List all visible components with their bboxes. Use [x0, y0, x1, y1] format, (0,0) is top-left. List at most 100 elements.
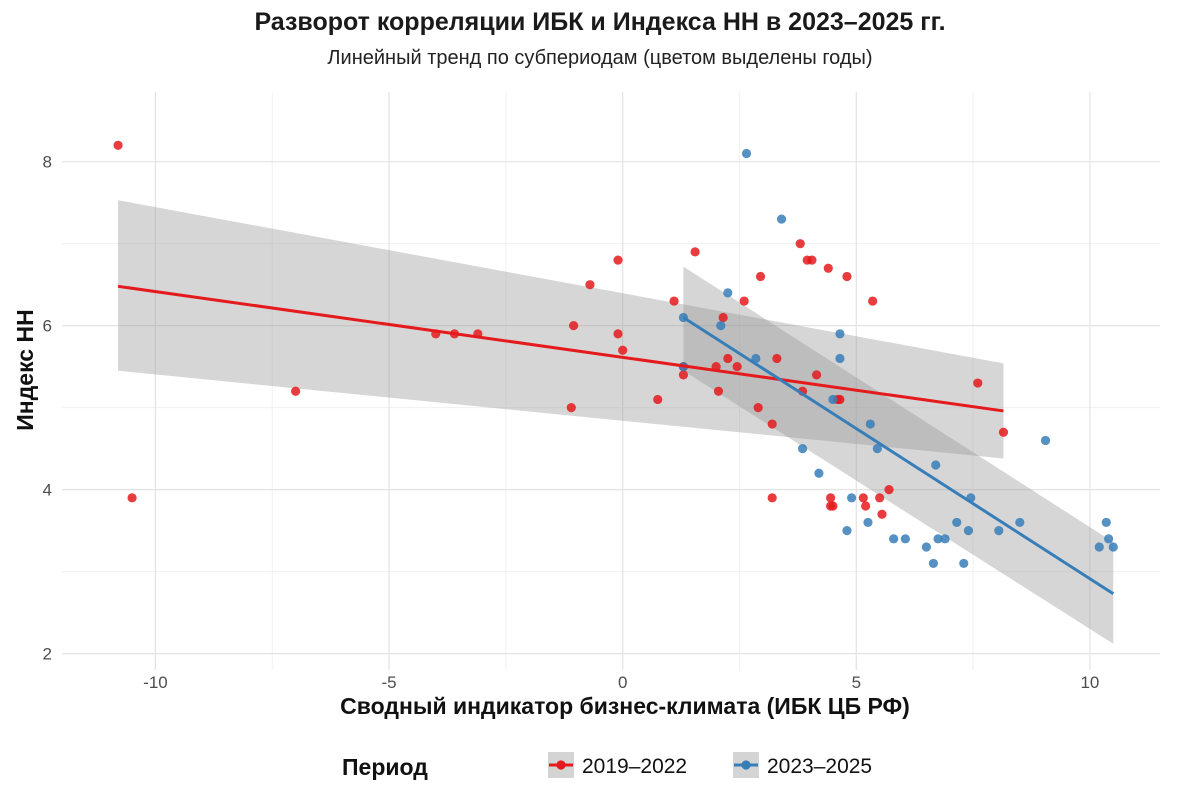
data-point-series-2 [1094, 542, 1104, 552]
data-point-series-1 [723, 353, 733, 364]
data-point-series-1 [842, 271, 852, 282]
legend-label: 2019–2022 [582, 755, 687, 778]
data-point-series-1 [807, 255, 817, 265]
x-tick-label: 5 [852, 673, 861, 692]
x-tick-label: 10 [1080, 673, 1099, 692]
data-point-series-2 [863, 517, 873, 528]
y-tick-label: 8 [43, 153, 52, 172]
y-tick-label: 2 [43, 645, 52, 664]
data-point-series-2 [847, 493, 857, 503]
data-point-series-2 [889, 534, 899, 544]
data-point-series-2 [835, 329, 845, 339]
data-point-series-1 [739, 296, 749, 306]
data-point-series-1 [823, 263, 833, 273]
data-point-series-1 [566, 403, 576, 413]
trend-line-series-2 [682, 316, 1115, 596]
data-point-series-1 [690, 247, 700, 257]
data-point-series-1 [998, 427, 1009, 437]
data-point-series-1 [113, 140, 123, 150]
data-point-series-1 [613, 329, 623, 339]
y-axis-title: Индекс НН [12, 309, 38, 430]
data-point-series-1 [973, 378, 983, 388]
data-point-series-2 [931, 460, 941, 470]
legend-key-point [741, 760, 751, 770]
data-point-series-2 [933, 534, 943, 544]
data-point-series-1 [767, 419, 777, 429]
data-point-series-2 [865, 419, 875, 429]
data-point-series-2 [1040, 435, 1051, 446]
data-point-series-1 [877, 509, 887, 519]
data-point-series-1 [291, 386, 301, 396]
data-point-series-1 [585, 280, 595, 290]
data-point-series-1 [755, 271, 766, 282]
data-point-series-1 [732, 362, 742, 372]
data-point-series-1 [835, 394, 845, 405]
data-point-series-2 [797, 444, 808, 454]
data-points [113, 140, 1118, 569]
legend-title: Период [342, 754, 428, 780]
data-point-series-1 [569, 321, 579, 331]
legend-item-series-2: 2023–2025 [733, 752, 872, 778]
data-point-series-1 [618, 345, 628, 355]
data-point-series-1 [868, 296, 878, 306]
confidence-band-1 [118, 200, 1004, 459]
trend-line-series-1 [117, 284, 1004, 413]
data-point-series-2 [828, 394, 838, 405]
data-point-series-1 [669, 296, 679, 306]
x-tick-label: -10 [143, 673, 168, 692]
data-point-series-1 [718, 312, 728, 323]
data-point-series-2 [1015, 517, 1025, 528]
data-point-series-1 [884, 485, 894, 495]
data-point-series-1 [811, 370, 822, 380]
data-point-series-1 [713, 386, 724, 396]
data-point-series-1 [861, 501, 871, 511]
x-tick-label: -5 [382, 673, 397, 692]
y-tick-label: 6 [43, 317, 52, 336]
data-point-series-2 [940, 534, 950, 544]
data-point-series-1 [127, 493, 137, 503]
data-point-series-2 [900, 534, 910, 544]
data-point-series-1 [613, 255, 623, 265]
data-point-series-2 [959, 558, 969, 569]
x-tick-label: 0 [618, 673, 627, 692]
confidence-bands [118, 200, 1114, 644]
data-point-series-2 [776, 214, 787, 224]
legend-label: 2023–2025 [767, 755, 872, 778]
x-axis-title: Сводный индикатор бизнес-климата (ИБК ЦБ… [340, 693, 910, 719]
data-point-series-1 [858, 493, 868, 503]
data-point-series-1 [828, 501, 838, 511]
data-point-series-2 [994, 526, 1004, 536]
data-point-series-1 [875, 493, 885, 503]
data-point-series-2 [835, 353, 845, 364]
data-point-series-1 [753, 403, 763, 413]
data-point-series-1 [678, 370, 689, 380]
data-point-series-2 [723, 288, 733, 298]
legend: Период 2019–2022 2023–2025 [342, 752, 872, 780]
data-point-series-2 [1101, 517, 1111, 528]
trend-lines [117, 284, 1115, 596]
data-point-series-2 [1108, 542, 1118, 552]
data-point-series-2 [842, 526, 852, 536]
data-point-series-2 [928, 558, 938, 569]
data-point-series-2 [741, 148, 752, 159]
data-point-series-2 [716, 321, 726, 331]
grid [62, 92, 1160, 670]
data-point-series-2 [814, 468, 824, 478]
data-point-series-2 [921, 542, 931, 552]
chart-subtitle: Линейный тренд по субпериодам (цветом вы… [327, 47, 873, 69]
data-point-series-2 [872, 444, 882, 454]
data-point-series-2 [963, 526, 974, 536]
data-point-series-1 [795, 239, 805, 249]
data-point-series-1 [653, 394, 663, 405]
chart-title: Разворот корреляции ИБК и Индекса НН в 2… [254, 8, 946, 36]
data-point-series-1 [767, 493, 777, 503]
data-point-series-1 [772, 353, 782, 364]
legend-item-series-1: 2019–2022 [548, 752, 687, 778]
legend-key-point [556, 760, 566, 770]
tick-labels: -10 -5 0 5 10 2 4 6 8 [43, 153, 1100, 692]
data-point-series-2 [952, 517, 962, 528]
data-point-series-2 [1104, 534, 1114, 544]
data-point-series-1 [826, 493, 836, 503]
y-tick-label: 4 [43, 481, 52, 500]
